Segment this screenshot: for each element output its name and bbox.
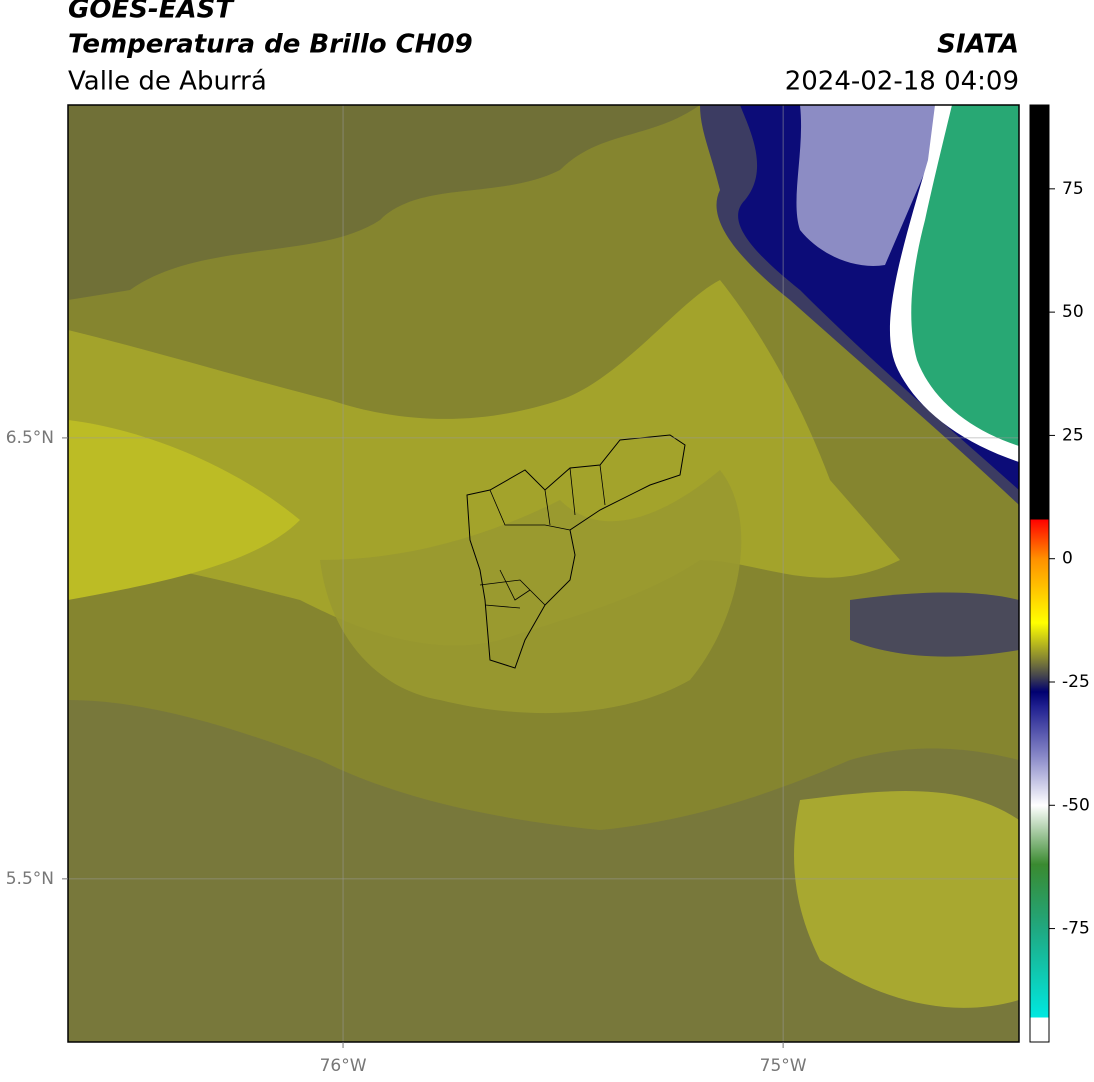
- source: SIATA: [937, 30, 1019, 60]
- satellite-image: [68, 105, 1019, 1042]
- region: Valle de Aburrá: [68, 67, 267, 97]
- municipality-borders: [479, 464, 606, 609]
- datetime: 2024-02-18 04:09: [785, 67, 1019, 97]
- colorbar-tick-label: 0: [1062, 549, 1073, 569]
- graticule: [68, 105, 1019, 1042]
- colorbar-tick-label: -50: [1062, 795, 1090, 815]
- colorbar: [1029, 104, 1050, 1043]
- colorbar-tick-label: -75: [1062, 919, 1090, 939]
- title: GOES-EAST: [68, 0, 235, 25]
- colorbar-tick-label: 75: [1062, 179, 1084, 199]
- colorbar-tick-label: 50: [1062, 302, 1084, 322]
- x-tick-label: 75°W: [760, 1056, 807, 1076]
- colorbar-tick-label: 25: [1062, 425, 1084, 445]
- map-frame: [67, 104, 1020, 1043]
- valley-outline: [466, 434, 686, 669]
- y-tick-label: 5.5°N: [6, 869, 54, 889]
- subtitle: Temperatura de Brillo CH09: [68, 30, 473, 60]
- y-tick-label: 6.5°N: [6, 428, 54, 448]
- colorbar-tick-label: -25: [1062, 672, 1090, 692]
- x-tick-label: 76°W: [320, 1056, 367, 1076]
